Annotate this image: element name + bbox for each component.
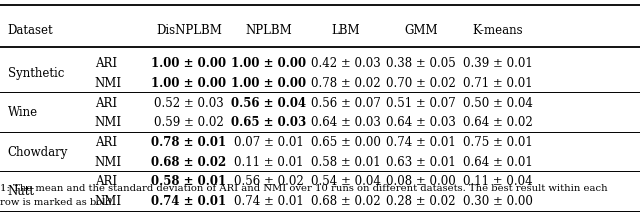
Text: 0.78 ± 0.02: 0.78 ± 0.02 (311, 77, 380, 90)
Text: K-means: K-means (472, 24, 524, 37)
Text: 0.52 ± 0.03: 0.52 ± 0.03 (154, 96, 223, 110)
Text: ARI: ARI (95, 136, 117, 149)
Text: 0.28 ± 0.02: 0.28 ± 0.02 (387, 195, 456, 208)
Text: 0.64 ± 0.02: 0.64 ± 0.02 (463, 116, 532, 129)
Text: 1.00 ± 0.00: 1.00 ± 0.00 (231, 57, 307, 70)
Text: 0.58 ± 0.01: 0.58 ± 0.01 (151, 175, 227, 188)
Text: GMM: GMM (404, 24, 438, 37)
Text: 1.00 ± 0.00: 1.00 ± 0.00 (151, 57, 227, 70)
Text: 0.50 ± 0.04: 0.50 ± 0.04 (463, 96, 533, 110)
Text: Dataset: Dataset (8, 24, 53, 37)
Text: 0.38 ± 0.05: 0.38 ± 0.05 (387, 57, 456, 70)
Text: NMI: NMI (95, 156, 122, 169)
Text: 0.64 ± 0.03: 0.64 ± 0.03 (310, 116, 381, 129)
Text: 0.56 ± 0.07: 0.56 ± 0.07 (310, 96, 381, 110)
Text: 0.70 ± 0.02: 0.70 ± 0.02 (387, 77, 456, 90)
Text: ARI: ARI (95, 175, 117, 188)
Text: Wine: Wine (8, 106, 38, 119)
Text: 0.78 ± 0.01: 0.78 ± 0.01 (151, 136, 227, 149)
Text: 0.51 ± 0.07: 0.51 ± 0.07 (387, 96, 456, 110)
Text: LBM: LBM (332, 24, 360, 37)
Text: 0.68 ± 0.02: 0.68 ± 0.02 (151, 156, 227, 169)
Text: NPLBM: NPLBM (245, 24, 292, 37)
Text: 0.56 ± 0.02: 0.56 ± 0.02 (234, 175, 303, 188)
Text: 0.74 ± 0.01: 0.74 ± 0.01 (234, 195, 303, 208)
Text: 0.75 ± 0.01: 0.75 ± 0.01 (463, 136, 532, 149)
Text: 0.39 ± 0.01: 0.39 ± 0.01 (463, 57, 532, 70)
Text: 0.59 ± 0.02: 0.59 ± 0.02 (154, 116, 223, 129)
Text: 0.64 ± 0.01: 0.64 ± 0.01 (463, 156, 532, 169)
Text: 0.07 ± 0.01: 0.07 ± 0.01 (234, 136, 303, 149)
Text: ARI: ARI (95, 96, 117, 110)
Text: NMI: NMI (95, 195, 122, 208)
Text: 0.11 ± 0.04: 0.11 ± 0.04 (463, 175, 532, 188)
Text: NMI: NMI (95, 116, 122, 129)
Text: DisNPLBM: DisNPLBM (156, 24, 221, 37)
Text: 0.11 ± 0.01: 0.11 ± 0.01 (234, 156, 303, 169)
Text: NMI: NMI (95, 77, 122, 90)
Text: 0.54 ± 0.04: 0.54 ± 0.04 (310, 175, 381, 188)
Text: ARI: ARI (95, 57, 117, 70)
Text: row is marked as bold.: row is marked as bold. (0, 198, 115, 207)
Text: 0.63 ± 0.01: 0.63 ± 0.01 (387, 156, 456, 169)
Text: 0.65 ± 0.03: 0.65 ± 0.03 (231, 116, 307, 129)
Text: 1: The mean and the standard deviation of ARI and NMI over 10 runs on different : 1: The mean and the standard deviation o… (0, 184, 607, 193)
Text: 0.42 ± 0.03: 0.42 ± 0.03 (311, 57, 380, 70)
Text: Chowdary: Chowdary (8, 146, 68, 159)
Text: 1.00 ± 0.00: 1.00 ± 0.00 (231, 77, 307, 90)
Text: 0.68 ± 0.02: 0.68 ± 0.02 (311, 195, 380, 208)
Text: Synthetic: Synthetic (8, 67, 64, 80)
Text: 0.65 ± 0.00: 0.65 ± 0.00 (310, 136, 381, 149)
Text: 0.74 ± 0.01: 0.74 ± 0.01 (151, 195, 227, 208)
Text: 0.30 ± 0.00: 0.30 ± 0.00 (463, 195, 533, 208)
Text: 0.08 ± 0.00: 0.08 ± 0.00 (387, 175, 456, 188)
Text: 0.64 ± 0.03: 0.64 ± 0.03 (386, 116, 456, 129)
Text: 0.56 ± 0.04: 0.56 ± 0.04 (231, 96, 307, 110)
Text: 0.58 ± 0.01: 0.58 ± 0.01 (311, 156, 380, 169)
Text: 0.74 ± 0.01: 0.74 ± 0.01 (387, 136, 456, 149)
Text: 1.00 ± 0.00: 1.00 ± 0.00 (151, 77, 227, 90)
Text: 0.71 ± 0.01: 0.71 ± 0.01 (463, 77, 532, 90)
Text: Nutt: Nutt (8, 185, 35, 198)
